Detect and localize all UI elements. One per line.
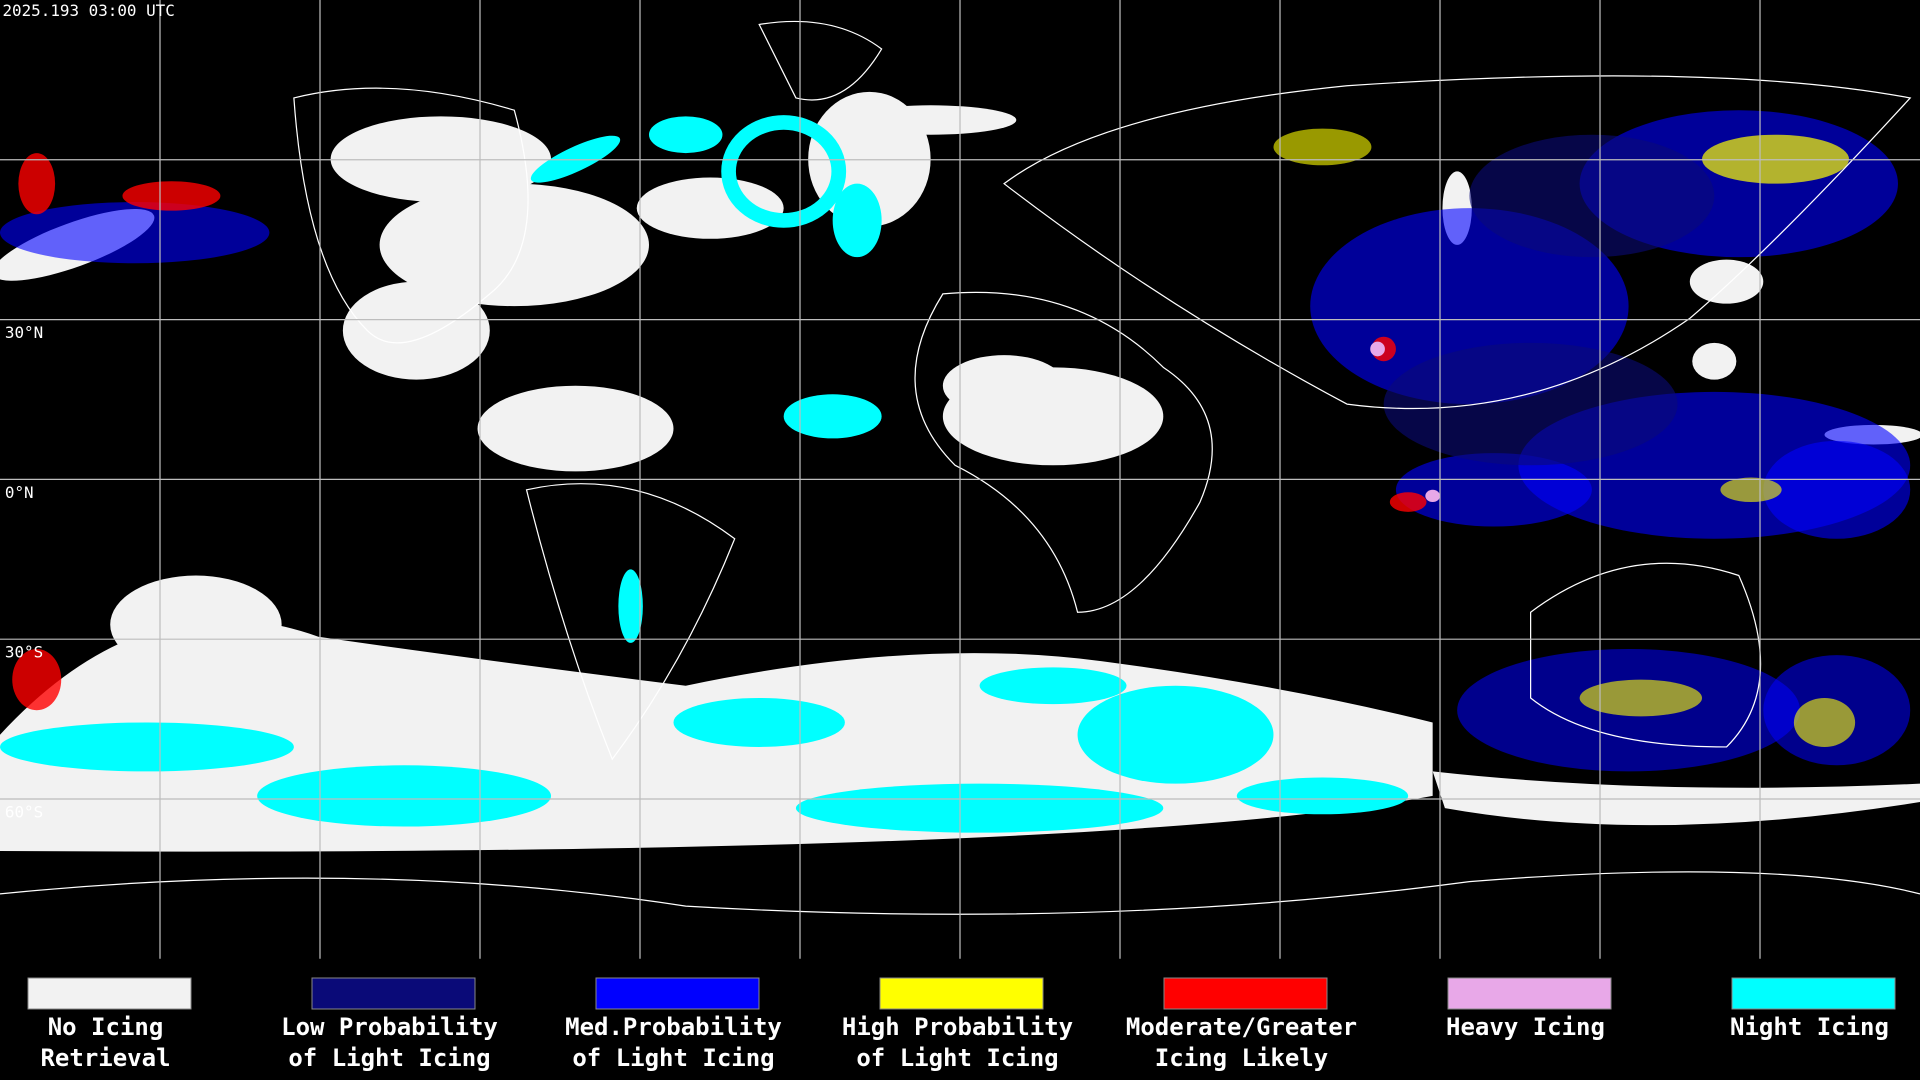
coastlines xyxy=(758,20,883,101)
cloud-high-probability xyxy=(1273,128,1856,747)
cloud-no-icing xyxy=(942,355,1066,417)
cloud-no-icing xyxy=(1689,259,1764,304)
cloud-night-icing xyxy=(618,569,643,643)
cloud-no-icing xyxy=(379,183,649,307)
legend-swatch xyxy=(1447,977,1612,1010)
cloud-night-icing xyxy=(1236,777,1409,815)
cloud-night-icing xyxy=(648,116,723,154)
cloud-high-probability xyxy=(1720,477,1782,503)
graticule xyxy=(0,0,1920,959)
legend-swatch xyxy=(27,977,192,1010)
legend-label: of Light Icing xyxy=(856,1044,1058,1072)
cloud-no-icing xyxy=(1432,771,1920,826)
cloud-night-icing xyxy=(0,115,1409,833)
cloud-high-probability xyxy=(1793,697,1856,747)
coastlines xyxy=(0,871,1920,915)
cloud-night-icing xyxy=(257,765,552,827)
legend-label: Moderate/Greater xyxy=(1126,1013,1357,1041)
legend-label: Night Icing xyxy=(1730,1013,1889,1041)
legend-label: High Probability xyxy=(842,1013,1073,1041)
cloud-moderate-icing xyxy=(12,153,1427,711)
cloud-moderate-icing xyxy=(18,153,56,215)
legend-label: Heavy Icing xyxy=(1446,1013,1605,1041)
cloud-high-probability xyxy=(1579,679,1703,717)
legend-swatch xyxy=(1731,977,1896,1010)
cloud-high-probability xyxy=(1273,128,1372,166)
cloud-low-probability xyxy=(1383,134,1715,466)
legend-label: of Light Icing xyxy=(288,1044,490,1072)
cloud-night-icing xyxy=(783,394,882,439)
cloud-no-icing xyxy=(1692,342,1737,380)
legend-swatch xyxy=(595,977,760,1010)
coastlines xyxy=(914,291,1213,613)
cloud-heavy-icing xyxy=(1370,341,1385,357)
cloud-no-icing xyxy=(477,385,674,472)
cloud-night-icing xyxy=(795,783,1164,833)
legend-label: Med.Probability xyxy=(565,1013,782,1041)
map: 2025.193 03:00 UTC 30°N 0°N 30°S 60°S xyxy=(0,0,1920,959)
cloud-night-icing xyxy=(832,183,882,258)
coastlines xyxy=(525,483,736,761)
cloud-low-probability xyxy=(1383,342,1678,466)
legend: No Icing Retrieval Low Probability of Light… xyxy=(27,977,1896,1072)
coastlines xyxy=(1003,75,1912,410)
legend-label: Retrieval xyxy=(40,1044,170,1072)
coastlines xyxy=(293,87,529,344)
cloud-med-probability xyxy=(1763,440,1911,539)
legend-swatch xyxy=(879,977,1044,1010)
cloud-no-icing xyxy=(342,281,490,380)
timestamp: 2025.193 03:00 UTC xyxy=(2,1,174,20)
legend-label: Icing Likely xyxy=(1155,1044,1328,1072)
latitude-label: 30°S xyxy=(5,643,43,662)
cloud-med-probability xyxy=(1395,453,1592,527)
cloud-low-probability xyxy=(1469,134,1715,258)
latitude-label: 0°N xyxy=(5,483,34,502)
cloud-night-icing xyxy=(979,667,1127,705)
cloud-night-icing xyxy=(1077,685,1274,784)
cloud-heavy-icing xyxy=(1425,489,1441,503)
coastlines xyxy=(0,20,1920,915)
cloud-no-icing xyxy=(110,575,282,674)
cloud-night-icing xyxy=(673,697,845,747)
cloud-no-icing xyxy=(636,177,784,239)
cloud-night-icing xyxy=(721,115,847,228)
cloud-med-probability xyxy=(0,202,270,264)
legend-label: No Icing xyxy=(48,1013,164,1041)
legend-swatch xyxy=(311,977,476,1010)
latitude-label: 60°S xyxy=(5,802,43,821)
cloud-night-icing xyxy=(0,722,294,772)
cloud-moderate-icing xyxy=(1389,492,1427,512)
cloud-moderate-icing xyxy=(122,181,221,211)
legend-label: of Light Icing xyxy=(572,1044,774,1072)
cloud-heavy-icing xyxy=(1370,341,1441,503)
legend-label: Low Probability xyxy=(281,1013,498,1041)
cloud-no-icing xyxy=(844,105,1017,135)
cloud-moderate-icing xyxy=(12,648,62,711)
legend-swatch xyxy=(1163,977,1328,1010)
latitude-label: 30°N xyxy=(5,323,43,342)
